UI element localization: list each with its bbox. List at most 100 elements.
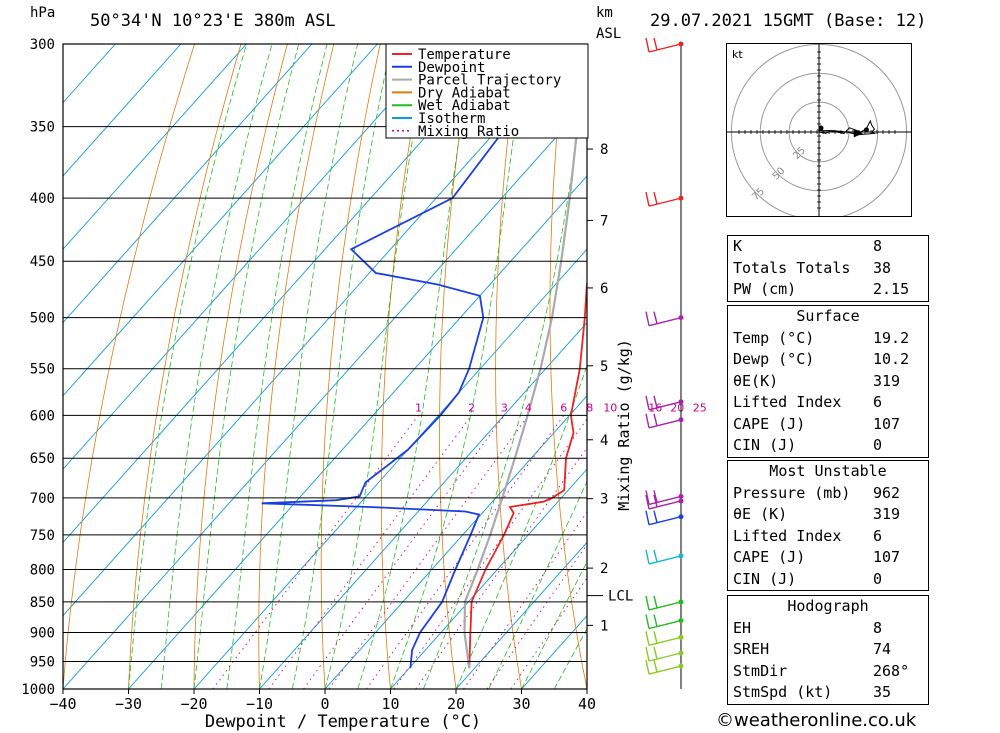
height-tick-label: 7: [600, 213, 608, 229]
wind-barb: [645, 191, 684, 207]
x-tick-label: −40: [49, 695, 76, 713]
legend-label: Temperature: [418, 47, 511, 63]
hodograph-label: EH: [733, 618, 752, 637]
isotherm-line: [259, 321, 587, 689]
mixing-ratio-line: [303, 415, 505, 689]
surface-label: Lifted Index: [733, 393, 842, 411]
surface-label: Temp (°C): [733, 328, 815, 347]
wet-adiabat-line: [521, 560, 587, 689]
wind-barb: [645, 311, 684, 327]
surface-value: 10.2: [873, 350, 910, 368]
x-tick-label: −30: [115, 695, 142, 713]
hodograph-row: StmSpd (kt) 35: [728, 682, 928, 704]
mixing-ratio-line: [510, 577, 587, 689]
hodograph-value: 35: [873, 683, 892, 701]
mixing-ratio-axis-label: Mixing Ratio (g/kg): [615, 339, 633, 511]
most-unstable-value: 0: [873, 569, 883, 588]
hodograph-unit-label: kt: [732, 48, 743, 61]
pressure-tick-label: 500: [30, 311, 55, 327]
isotherm-line: [63, 44, 247, 250]
location-title: 50°34'N 10°23'E 380m ASL: [90, 11, 336, 31]
wet-adiabat-line: [422, 63, 587, 689]
legend-label: Dewpoint: [418, 60, 485, 76]
hodograph-point: [818, 125, 824, 131]
wind-barb: [645, 659, 684, 675]
isotherm-line: [63, 44, 509, 544]
wet-adiabat-line: [259, 44, 358, 689]
height-unit-asl-label: ASL: [596, 26, 622, 42]
wind-barb: [645, 490, 684, 506]
isotherm-line: [63, 44, 444, 470]
isotherm-line: [193, 248, 587, 689]
parcel-trajectory-profile: [463, 44, 587, 669]
pressure-tick-label: 850: [30, 595, 55, 611]
mixing-ratio-line: [486, 543, 587, 689]
height-tick-label: 2: [600, 561, 608, 577]
mixing-ratio-line: [393, 418, 587, 689]
most-unstable-row: Lifted Index 6: [728, 526, 928, 548]
surface-value: 319: [873, 371, 901, 390]
mixing-ratio-line: [212, 415, 419, 689]
credit-link[interactable]: ©weatheronline.co.uk: [716, 710, 917, 731]
most-unstable-value: 107: [873, 548, 901, 566]
index-row: PW (cm) 2.15: [728, 279, 928, 301]
surface-table: Surface Temp (°C) 19.2 Dewp (°C) 10.2 θE(K) 3…: [727, 305, 929, 458]
surface-row: Lifted Index 6: [728, 392, 928, 414]
most-unstable-value: 6: [873, 526, 883, 545]
surface-label: CIN (J): [733, 436, 797, 454]
index-label: Totals Totals: [733, 258, 851, 277]
wet-adiabat-line: [160, 44, 273, 689]
height-tick-label: 4: [600, 433, 608, 449]
index-value: 2.15: [873, 280, 910, 298]
height-tick-label: 8: [600, 142, 608, 158]
mixing-ratio-label: 10: [603, 401, 617, 414]
mixing-ratio-label: 3: [501, 401, 508, 414]
mixing-ratio-label: 8: [586, 401, 593, 414]
pressure-tick-label: 700: [30, 491, 55, 507]
surface-row: CAPE (J) 107: [728, 414, 928, 436]
surface-value: 0: [873, 436, 883, 454]
pressure-tick-label: 750: [30, 528, 55, 544]
isotherm-line: [63, 44, 575, 617]
most-unstable-label: CIN (J): [733, 569, 797, 588]
hodograph-row: StmDir 268°: [728, 661, 928, 683]
index-row: Totals Totals 38: [728, 258, 928, 280]
isotherm-line: [128, 175, 587, 689]
mixing-ratio-label: 4: [525, 401, 532, 414]
wind-barb: [645, 631, 684, 646]
height-tick-label: 1: [600, 618, 608, 634]
isotherm-line: [63, 44, 116, 104]
most-unstable-label: Lifted Index: [733, 526, 842, 545]
most-unstable-row: Pressure (mb) 962: [728, 483, 928, 505]
pressure-tick-label: 600: [30, 408, 55, 424]
x-tick-label: 10: [381, 695, 399, 713]
pressure-tick-label: 900: [30, 626, 55, 642]
dewpoint-profile: [261, 44, 536, 669]
dry-adiabat-line: [495, 44, 522, 689]
x-tick-label: 40: [578, 695, 596, 713]
hodograph-value: 268°: [873, 661, 910, 680]
hodograph-title: Hodograph: [787, 597, 869, 615]
dry-adiabat-line: [654, 44, 718, 689]
wet-adiabat-line: [193, 44, 300, 689]
pressure-tick-label: 400: [30, 191, 55, 207]
legend-label: Parcel Trajectory: [418, 73, 561, 89]
hodograph-row: SREH 74: [728, 639, 928, 661]
surface-label: Dewp (°C): [733, 350, 815, 368]
wet-adiabat-line: [357, 44, 475, 689]
indices-table: K 8 Totals Totals 38 PW (cm) 2.15: [727, 235, 929, 302]
height-tick-label: 6: [600, 281, 608, 297]
dry-adiabat-line: [193, 44, 288, 689]
legend-label: Isotherm: [418, 111, 485, 127]
wet-adiabat-line: [291, 44, 392, 689]
x-tick-label: −20: [180, 695, 207, 713]
most-unstable-label: Pressure (mb): [733, 483, 851, 502]
x-tick-label: 30: [512, 695, 530, 713]
dry-adiabat-line: [128, 44, 242, 689]
dry-adiabat-line: [63, 44, 195, 689]
wind-barb: [645, 395, 684, 411]
wet-adiabat-line: [226, 44, 328, 689]
isotherm-line: [324, 395, 587, 689]
